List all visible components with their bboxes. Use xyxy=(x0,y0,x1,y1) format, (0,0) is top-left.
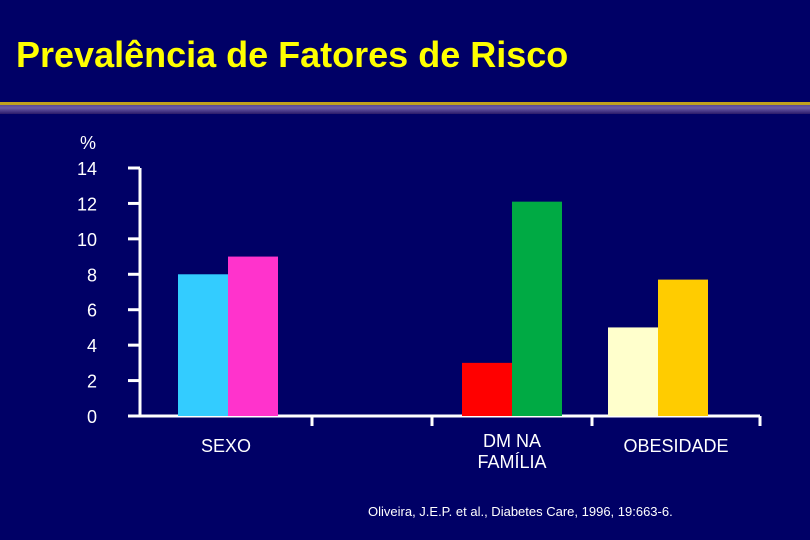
y-tick-label-4: 4 xyxy=(87,336,97,356)
y-tick-label-8: 8 xyxy=(87,265,97,285)
bar-1-1 xyxy=(512,201,562,416)
slide-title: Prevalência de Fatores de Risco xyxy=(16,34,569,75)
bars xyxy=(178,201,708,416)
y-axis-label: % xyxy=(80,133,96,153)
bar-0-1 xyxy=(228,256,278,416)
y-tick-label-10: 10 xyxy=(77,230,97,250)
title-divider xyxy=(0,102,810,114)
y-tick-label-6: 6 xyxy=(87,301,97,321)
category-label-0-0: SEXO xyxy=(201,436,251,456)
category-label-2-0: OBESIDADE xyxy=(623,436,728,456)
y-tick-label-12: 12 xyxy=(77,194,97,214)
citation: Oliveira, J.E.P. et al., Diabetes Care, … xyxy=(368,504,673,519)
bar-0-0 xyxy=(178,274,228,416)
category-label-1-0: DM NA xyxy=(483,431,541,451)
y-tick-label-0: 0 xyxy=(87,407,97,427)
y-tick-label-14: 14 xyxy=(77,159,97,179)
bar-1-0 xyxy=(462,362,512,416)
y-axis: % 0 2 4 6 8 10 12 14 xyxy=(77,133,142,427)
bar-2-1 xyxy=(658,279,708,416)
y-tick-label-2: 2 xyxy=(87,372,97,392)
category-label-1-1: FAMÍLIA xyxy=(477,452,546,472)
bar-2-0 xyxy=(608,327,658,416)
x-axis xyxy=(140,414,762,426)
